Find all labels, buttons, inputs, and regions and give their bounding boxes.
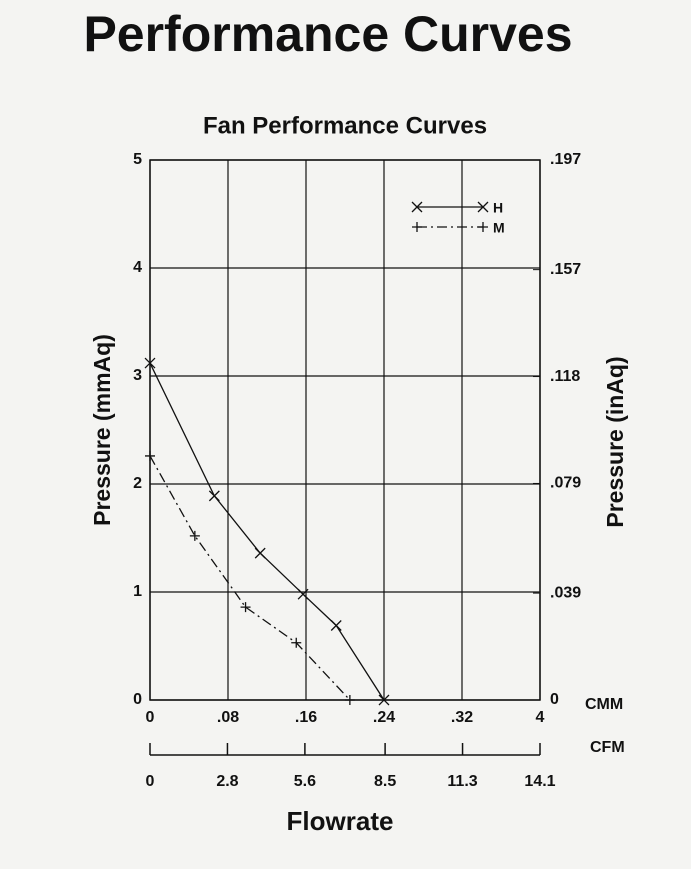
x-axis-label: Flowrate [287, 806, 394, 836]
y2-tick-label: .197 [550, 151, 581, 168]
x-unit-label: CMM [585, 696, 623, 713]
marker [378, 694, 390, 706]
x-tick-label: .32 [451, 709, 473, 726]
x-tick-label: .08 [217, 709, 239, 726]
x2-tick-label: 0 [146, 773, 155, 790]
marker [344, 695, 355, 705]
chart-title: Fan Performance Curves [203, 112, 487, 139]
x-tick-label: .24 [373, 709, 395, 726]
y-tick-label: 3 [133, 367, 142, 384]
marker [411, 201, 423, 213]
marker [412, 222, 422, 232]
x-tick-label: .16 [295, 709, 317, 726]
x2-tick-label: 11.3 [447, 773, 477, 790]
marker [330, 620, 342, 631]
series-line [149, 362, 385, 701]
y-tick-label: 1 [133, 583, 142, 600]
marker [478, 222, 488, 232]
marker [144, 357, 156, 369]
x2-unit-label: CFM [590, 739, 625, 756]
marker [477, 201, 489, 213]
y2-tick-label: .039 [550, 584, 581, 601]
x2-tick-label: 8.5 [374, 773, 396, 790]
y-tick-label: 4 [133, 259, 142, 276]
marker [291, 637, 302, 648]
marker [240, 602, 251, 613]
legend-label: H [493, 200, 503, 216]
legend-label: M [493, 220, 505, 236]
y-tick-label: 2 [133, 475, 142, 492]
y2-axis-label: Pressure (inAq) [602, 356, 628, 527]
x2-tick-label: 14.1 [524, 773, 555, 790]
x2-tick-label: 2.8 [216, 773, 238, 790]
marker [145, 450, 155, 461]
marker [297, 588, 309, 600]
y-tick-label: 0 [133, 691, 142, 708]
y2-tick-label: .079 [550, 475, 581, 492]
x2-tick-label: 5.6 [294, 773, 316, 790]
y2-tick-label: .118 [550, 368, 580, 385]
series-line [149, 455, 351, 701]
marker [254, 547, 266, 559]
x-tick-label: 0 [146, 709, 155, 726]
page-title: Performance Curves [83, 6, 572, 62]
y-tick-label: 5 [133, 151, 142, 168]
y-axis-label: Pressure (mmAq) [89, 334, 115, 526]
y2-tick-label: .157 [550, 261, 581, 278]
x-tick-label: 4 [536, 709, 545, 726]
y2-tick-label: 0 [550, 691, 559, 708]
marker [189, 530, 200, 541]
marker [208, 490, 220, 502]
